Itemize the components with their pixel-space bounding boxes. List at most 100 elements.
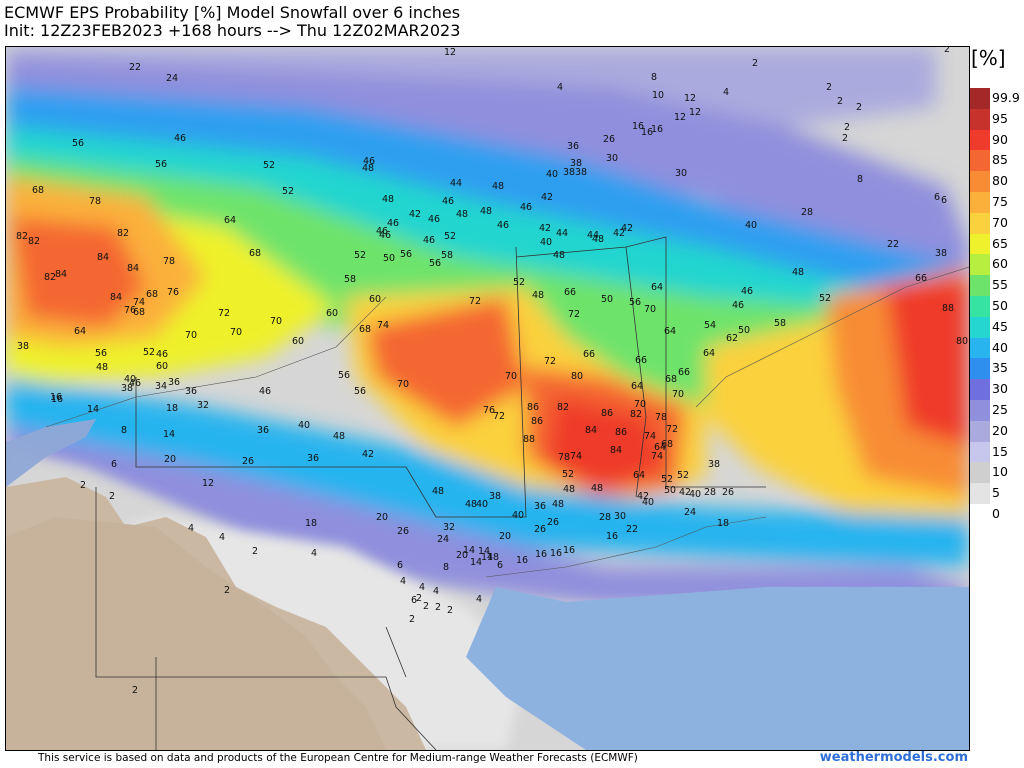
probability-value: 48 xyxy=(553,250,565,261)
legend-label: 90 xyxy=(992,131,1008,147)
legend-label: 10 xyxy=(992,464,1008,480)
probability-value: 32 xyxy=(443,522,455,533)
probability-value: 40 xyxy=(298,420,310,431)
probability-value: 8 xyxy=(443,562,449,573)
legend-label: 60 xyxy=(992,256,1008,272)
probability-value: 84 xyxy=(585,425,597,436)
probability-value: 2 xyxy=(132,685,138,696)
probability-value: 32 xyxy=(197,400,209,411)
probability-value: 50 xyxy=(601,294,613,305)
probability-value: 42 xyxy=(637,491,649,502)
probability-value: 46 xyxy=(497,220,509,231)
probability-value: 6 xyxy=(397,560,403,571)
probability-value: 40 xyxy=(512,510,524,521)
probability-value: 72 xyxy=(218,308,230,319)
probability-value: 44 xyxy=(587,230,599,241)
probability-value: 14 xyxy=(481,552,493,563)
probability-value: 52 xyxy=(819,293,831,304)
probability-value: 68 xyxy=(661,439,673,450)
probability-value: 30 xyxy=(675,168,687,179)
probability-value: 4 xyxy=(419,582,425,593)
probability-value: 38 xyxy=(575,167,587,178)
probability-value: 24 xyxy=(684,507,696,518)
legend-swatch xyxy=(970,254,990,276)
probability-value: 56 xyxy=(629,297,641,308)
legend-swatch xyxy=(970,358,990,380)
probability-value: 40 xyxy=(689,489,701,500)
probability-value: 14 xyxy=(87,404,99,415)
probability-value: 56 xyxy=(354,386,366,397)
probability-value: 42 xyxy=(539,223,551,234)
probability-value: 50 xyxy=(664,485,676,496)
legend-label: 40 xyxy=(992,339,1008,355)
probability-value: 60 xyxy=(156,361,168,372)
probability-value: 48 xyxy=(362,163,374,174)
probability-value: 26 xyxy=(534,524,546,535)
probability-value: 26 xyxy=(547,517,559,528)
lake-erie xyxy=(6,419,96,487)
probability-value: 48 xyxy=(591,483,603,494)
probability-value: 2 xyxy=(252,546,258,557)
probability-value: 48 xyxy=(792,267,804,278)
probability-value: 82 xyxy=(117,228,129,239)
probability-value: 88 xyxy=(942,303,954,314)
probability-value: 64 xyxy=(664,326,676,337)
probability-value: 66 xyxy=(635,355,647,366)
probability-value: 70 xyxy=(505,371,517,382)
probability-value: 46 xyxy=(379,230,391,241)
brand-link[interactable]: weathermodels.com xyxy=(819,750,968,765)
probability-value: 22 xyxy=(887,239,899,250)
legend-label: 20 xyxy=(992,422,1008,438)
probability-value: 66 xyxy=(678,367,690,378)
probability-value: 46 xyxy=(428,214,440,225)
probability-value: 36 xyxy=(307,453,319,464)
probability-value: 82 xyxy=(630,409,642,420)
probability-value: 70 xyxy=(644,304,656,315)
probability-value: 84 xyxy=(127,263,139,274)
probability-value: 60 xyxy=(369,294,381,305)
probability-value: 56 xyxy=(338,370,350,381)
probability-value: 42 xyxy=(621,223,633,234)
probability-value: 78 xyxy=(558,452,570,463)
legend-swatch xyxy=(970,275,990,297)
probability-value: 52 xyxy=(661,474,673,485)
state-borders xyxy=(95,236,766,750)
probability-value: 48 xyxy=(456,209,468,220)
probability-value: 48 xyxy=(432,486,444,497)
probability-value: 12 xyxy=(689,107,701,118)
probability-value: 2 xyxy=(80,480,86,491)
legend-swatch xyxy=(970,400,990,422)
probability-value: 12 xyxy=(202,478,214,489)
probability-value: 28 xyxy=(599,512,611,523)
probability-value: 4 xyxy=(219,532,225,543)
probability-value: 6 xyxy=(934,192,940,203)
probability-value: 74 xyxy=(644,431,656,442)
legend-swatch xyxy=(970,129,990,151)
probability-value: 64 xyxy=(651,282,663,293)
legend-label: 30 xyxy=(992,381,1008,397)
probability-value: 16 xyxy=(563,545,575,556)
probability-value: 12 xyxy=(674,112,686,123)
probability-value: 46 xyxy=(387,218,399,229)
probability-value: 82 xyxy=(44,272,56,283)
probability-value: 46 xyxy=(732,300,744,311)
probability-value: 46 xyxy=(156,349,168,360)
probability-value: 64 xyxy=(224,215,236,226)
probability-value: 10 xyxy=(652,90,664,101)
probability-value: 38 xyxy=(708,459,720,470)
probability-value: 8 xyxy=(857,174,863,185)
probability-value: 52 xyxy=(562,469,574,480)
probability-value: 72 xyxy=(493,411,505,422)
probability-value: 6 xyxy=(111,459,117,470)
probability-value: 46 xyxy=(174,133,186,144)
probability-value: 2 xyxy=(447,605,453,616)
probability-value: 2 xyxy=(423,601,429,612)
probability-value: 58 xyxy=(441,250,453,261)
legend-label: 55 xyxy=(992,277,1008,293)
probability-value: 74 xyxy=(651,451,663,462)
probability-value: 76 xyxy=(483,405,495,416)
probability-value: 4 xyxy=(557,82,563,93)
probability-value: 46 xyxy=(520,202,532,213)
init-time-subtitle: Init: 12Z23FEB2023 +168 hours --> Thu 12… xyxy=(4,21,461,40)
